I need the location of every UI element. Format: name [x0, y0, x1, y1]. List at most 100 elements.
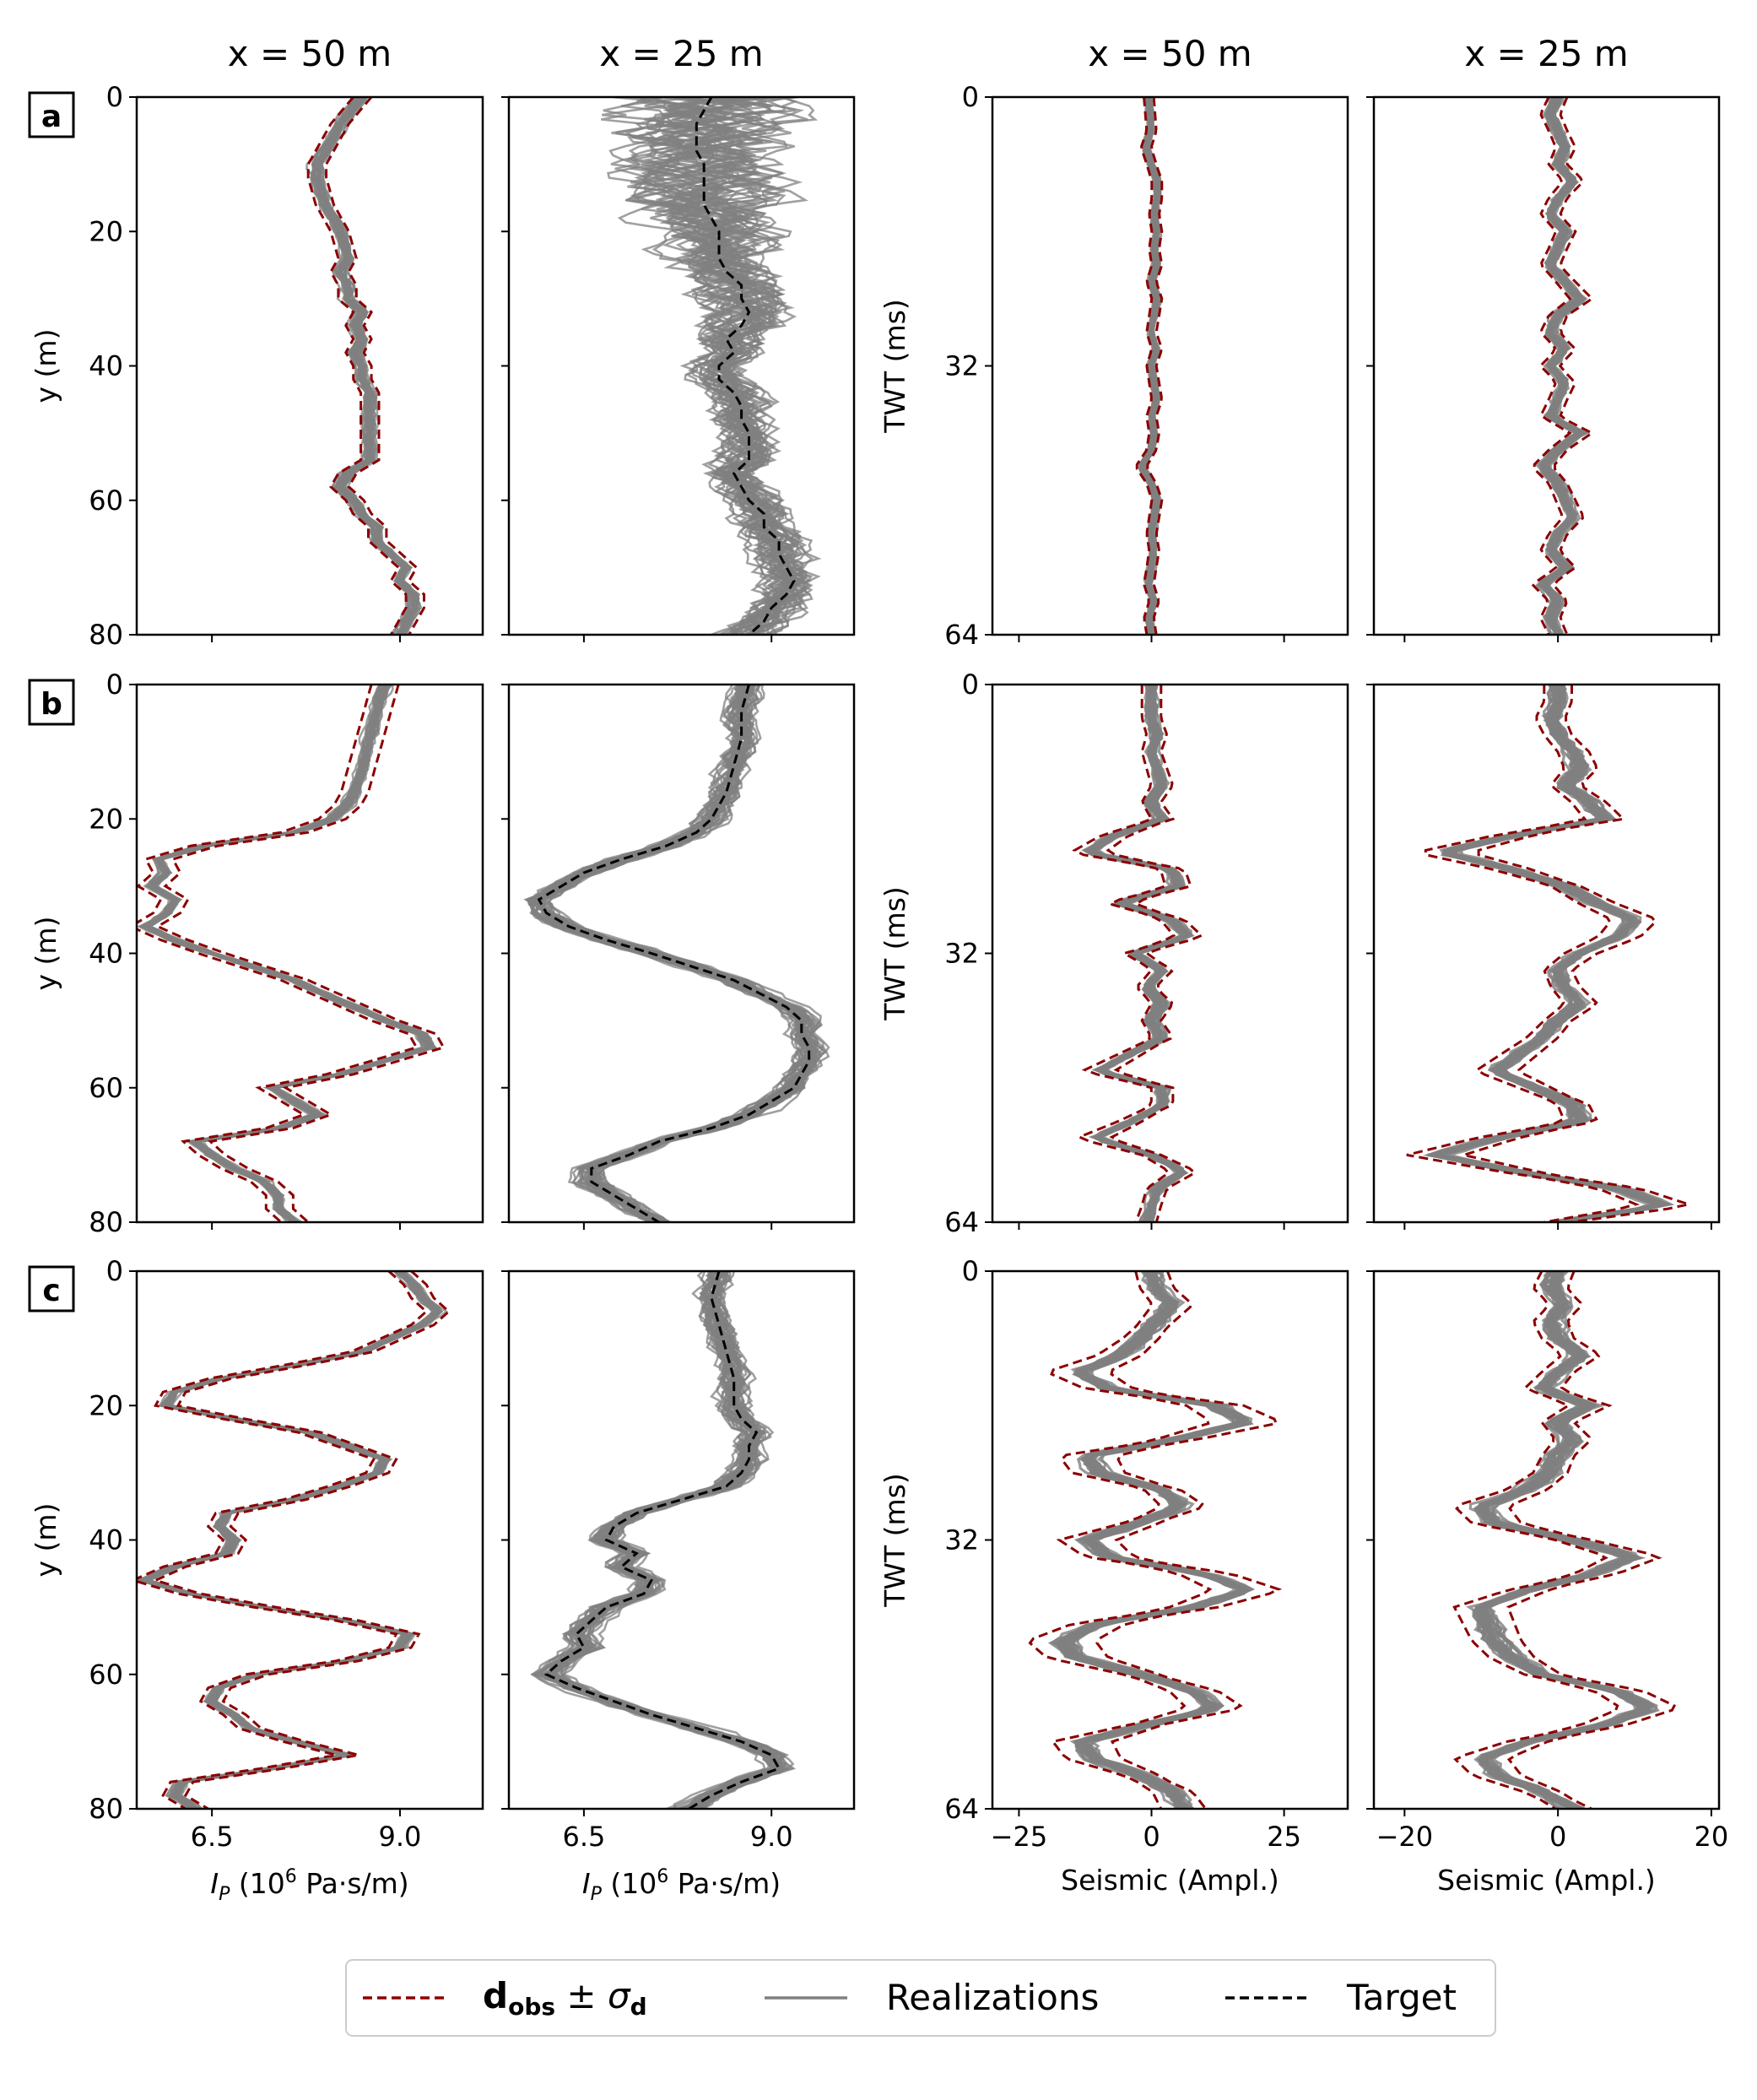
realization-line [317, 97, 420, 635]
realization-line [543, 1271, 766, 1809]
y-tick-label: 64 [944, 619, 979, 651]
legend-part: ± [555, 1975, 608, 2016]
realization-line [539, 685, 814, 1222]
realization-line [1435, 685, 1664, 1222]
x-tick-label: 6.5 [191, 1821, 234, 1853]
panel-a2: x = 25 m [501, 33, 856, 642]
label-part: (10 [230, 1867, 284, 1900]
realization-line [140, 1271, 434, 1809]
x-axis-label: IP (106 Pa·s/m) [582, 1866, 781, 1905]
realization-line [141, 1271, 443, 1809]
realization-line [143, 1271, 438, 1809]
realization-line [548, 1271, 787, 1809]
axes-frame [991, 1269, 1349, 1810]
y-tick-label: 0 [962, 81, 979, 113]
obs-lower-line [137, 1271, 429, 1809]
x-axis-label: IP (106 Pa·s/m) [210, 1866, 408, 1905]
realization-line [544, 685, 830, 1222]
realization-line [549, 1271, 795, 1809]
realization-line [533, 685, 819, 1222]
realization-line [527, 685, 822, 1222]
panel-c1: 0 20 40 60 80 6.5 9.0 y (m) IP (106 Pa·s/m) c [28, 1255, 484, 1905]
data-group [1452, 1271, 1677, 1809]
legend-part: obs [508, 1993, 555, 2021]
label-part: Pa·s/m) [297, 1867, 409, 1900]
target-line [537, 685, 811, 1222]
realization-line [533, 685, 823, 1222]
obs-lower-line [1135, 97, 1154, 635]
realization-line [145, 1271, 442, 1809]
data-group [1406, 685, 1694, 1222]
realization-line [1430, 685, 1662, 1222]
realization-line [528, 685, 830, 1222]
realization-line [141, 1271, 442, 1809]
realization-line [313, 97, 414, 635]
realization-line [143, 1271, 441, 1809]
row-label: b [41, 687, 62, 722]
realization-line [539, 685, 813, 1222]
realization-line [548, 685, 816, 1222]
realization-line [1430, 685, 1668, 1222]
column-title: x = 50 m [1088, 33, 1252, 74]
row-label-box [28, 1265, 75, 1312]
x-axis-label: Seismic (Ampl.) [1437, 1864, 1656, 1897]
realization-line [542, 1271, 787, 1809]
realization-line [533, 1271, 785, 1809]
realization-line [632, 97, 813, 635]
realization-line [142, 1271, 442, 1809]
label-part: I [582, 1867, 591, 1900]
realization-line [549, 1271, 785, 1809]
realization-line [143, 1271, 438, 1809]
obs-upper-line [151, 1271, 451, 1809]
y-tick-label: 32 [944, 938, 979, 970]
realization-line [1427, 685, 1662, 1222]
data-group [601, 97, 822, 635]
realization-line [530, 685, 819, 1222]
panel-b1: 0 20 40 60 80 y (m) b [28, 668, 484, 1238]
y-tick-label: 20 [89, 803, 123, 835]
panel-c4: −20 0 20 Seismic (Ampl.) [1366, 1269, 1728, 1897]
realization-line [526, 685, 823, 1222]
y-tick-label: 60 [89, 1072, 123, 1104]
realization-line [528, 685, 823, 1222]
realization-line [141, 1271, 437, 1809]
data-group [137, 685, 446, 1222]
y-axis-label: y (m) [30, 917, 62, 991]
y-axis-label: y (m) [30, 1503, 62, 1578]
realization-line [138, 1271, 441, 1809]
legend-part: d [630, 1993, 647, 2021]
realization-line [1430, 685, 1666, 1222]
obs-lower-line [1452, 1271, 1619, 1809]
realization-line [553, 1271, 778, 1809]
obs-lower-line [306, 97, 408, 635]
data-group [1531, 97, 1595, 635]
obs-lower-line [1072, 685, 1176, 1222]
realization-line [138, 1271, 438, 1809]
y-tick-label: 64 [944, 1793, 979, 1825]
panel-b4 [1366, 683, 1721, 1230]
label-part: (10 [602, 1867, 657, 1900]
axes-frame [507, 683, 856, 1224]
realization-line [537, 1271, 784, 1809]
realization-line [1431, 685, 1659, 1222]
label-part: 6 [285, 1866, 297, 1887]
realization-line [534, 1271, 780, 1809]
label-part: I [210, 1867, 219, 1900]
realization-line [137, 1271, 449, 1809]
legend-target-label: Target [1346, 1977, 1457, 2018]
y-tick-label: 0 [962, 1255, 979, 1287]
x-axis-label: Seismic (Ampl.) [1061, 1864, 1279, 1897]
y-tick-label: 60 [89, 1659, 123, 1691]
y-tick-label: 0 [962, 668, 979, 701]
realization-line [545, 685, 823, 1222]
realization-line [532, 685, 819, 1222]
y-tick-label: 20 [89, 1389, 123, 1421]
realization-line [317, 97, 418, 635]
realization-line [546, 1271, 783, 1809]
y-tick-label: 32 [944, 1524, 979, 1556]
column-title: x = 50 m [228, 33, 392, 74]
realization-line [1425, 685, 1664, 1222]
obs-upper-line [1458, 685, 1694, 1222]
obs-lower-line [1028, 1271, 1213, 1809]
axes-frame [1372, 1269, 1721, 1810]
